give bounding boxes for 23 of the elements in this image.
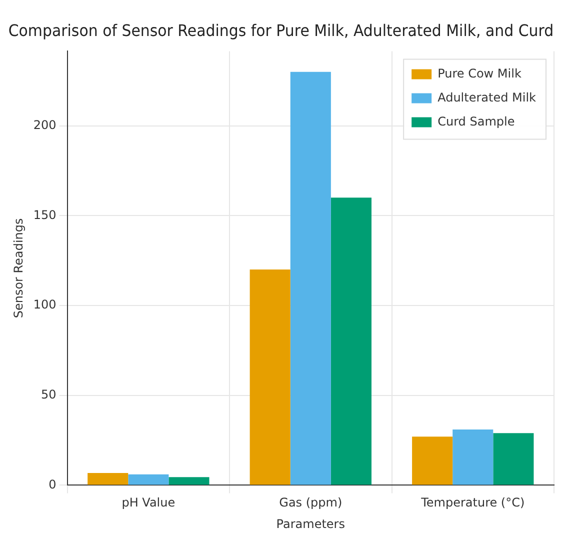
bar	[128, 474, 169, 485]
y-tick-label: 100	[33, 298, 56, 312]
x-tick-label: pH Value	[122, 496, 176, 510]
chart-title: Comparison of Sensor Readings for Pure Milk, Adulterated Milk, and Curd	[8, 21, 554, 40]
y-tick-label: 50	[41, 387, 56, 402]
legend-label: Adulterated Milk	[438, 90, 536, 104]
bar	[412, 436, 453, 485]
bar	[290, 72, 331, 485]
bar	[168, 477, 210, 485]
legend-label: Curd Sample	[438, 114, 515, 128]
y-tick-label: 200	[33, 118, 56, 132]
bar	[493, 433, 534, 485]
x-tick-label: Temperature (°C)	[420, 496, 525, 510]
x-axis-title: Parameters	[276, 516, 345, 531]
y-tick-label: 0	[48, 477, 56, 492]
bar	[452, 429, 494, 485]
y-axis-title: Sensor Readings	[11, 218, 26, 318]
bar	[330, 198, 372, 485]
bar	[88, 472, 128, 485]
bar	[250, 270, 290, 485]
x-tick-label: Gas (ppm)	[279, 496, 342, 510]
legend-label: Pure Cow Milk	[438, 66, 522, 80]
y-tick-label: 150	[33, 208, 56, 222]
